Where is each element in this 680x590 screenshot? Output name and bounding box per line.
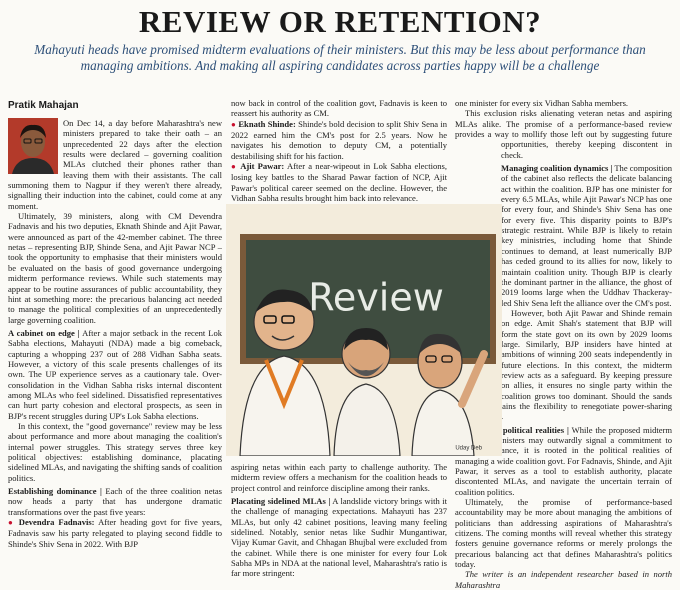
paragraph: In this context, the "good governance" r…: [8, 420, 222, 483]
paragraph: ● Devendra Fadnavis: After heading govt …: [8, 517, 222, 549]
text: The composition of the cabinet also refl…: [501, 163, 672, 308]
author-photo: [8, 118, 58, 174]
paragraph: However, both Ajit Pawar and Shinde rema…: [455, 307, 672, 421]
paragraph: now back in control of the coalition gov…: [231, 98, 447, 119]
paragraph: Confronting political realities | While …: [455, 425, 672, 497]
section-head: Confronting political realities |: [455, 424, 569, 435]
headline: REVIEW OR RETENTION?: [138, 4, 542, 39]
bullet-head: Eknath Shinde:: [238, 118, 296, 129]
subheadline: Mahayuti heads have promised midterm eva…: [34, 42, 646, 73]
bullet: ●: [231, 119, 237, 129]
text: After heading govt for five years, Fadna…: [8, 517, 222, 549]
paragraph: These changes have created fertile groun…: [231, 203, 447, 204]
column: one minister for every six Vidhan Sabha …: [455, 98, 672, 588]
paragraph: Ultimately, 39 ministers, along with CM …: [8, 211, 222, 325]
paragraph: Ultimately, the promise of performance-b…: [455, 497, 672, 570]
bullet: ●: [231, 162, 237, 172]
text: While the proposed midterm review of min…: [455, 424, 672, 497]
paragraph: ● Eknath Shinde: Shinde's bold decision …: [231, 119, 447, 161]
section-head: Placating sidelined MLAs |: [231, 496, 331, 507]
text: After a near-wipeout in Lok Sabha electi…: [231, 161, 447, 204]
paragraph: one minister for every six Vidhan Sabha …: [455, 98, 629, 108]
text: Each of the three coalition netas now he…: [8, 486, 222, 517]
bullet-head: Devendra Fadnavis:: [18, 517, 95, 528]
text: Shinde's bold decision to split Shiv Sen…: [231, 118, 447, 161]
text: After a major setback in the recent Lok …: [8, 327, 222, 421]
cartoon: Review Uday Deb: [226, 204, 502, 456]
cartoon-credit: Uday Deb: [455, 446, 482, 452]
column: On Dec 14, a day before Maharashtra's ne…: [8, 118, 222, 588]
column: aspiring netas within each party to chal…: [231, 462, 447, 588]
section-head: Establishing dominance |: [8, 486, 102, 497]
paragraph: aspiring netas within each party to chal…: [231, 462, 447, 493]
column: now back in control of the coalition gov…: [231, 98, 447, 204]
paragraph: Placating sidelined MLAs | A landslide v…: [231, 496, 447, 579]
section-head: Managing coalition dynamics |: [501, 163, 613, 174]
paragraph: ● Ajit Pawar: After a near-wipeout in Lo…: [231, 161, 447, 203]
paragraph: This exclusion risks alienating veteran …: [455, 108, 672, 160]
paragraph: A cabinet on edge | After a major setbac…: [8, 328, 222, 421]
paragraph: Managing coalition dynamics | The compos…: [455, 163, 672, 308]
text: A landslide victory brings with it the c…: [231, 496, 447, 579]
paragraph: On Dec 14, a day before Maharashtra's ne…: [8, 118, 222, 211]
board-text: Review: [308, 276, 444, 320]
author-note: The writer is an independent researcher …: [455, 569, 672, 588]
bullet-head: Ajit Pawar:: [240, 161, 285, 172]
section-head: A cabinet on edge |: [8, 327, 80, 338]
author: Pratik Mahajan: [8, 100, 79, 111]
paragraph: Establishing dominance | Each of the thr…: [8, 486, 222, 517]
bullet: ●: [8, 518, 15, 528]
